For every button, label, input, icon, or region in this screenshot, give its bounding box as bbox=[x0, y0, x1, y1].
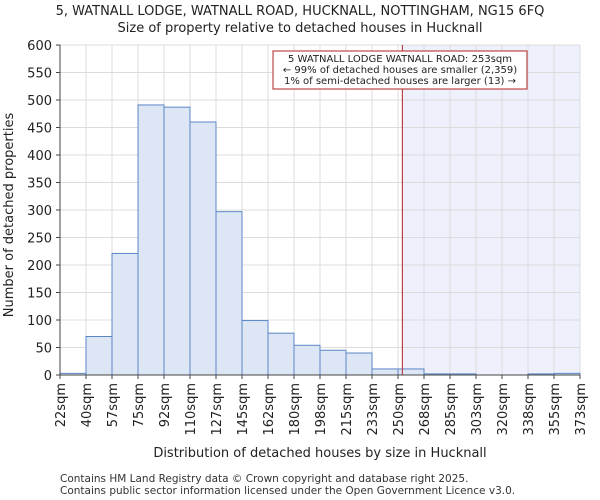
y-tick-label: 450 bbox=[27, 122, 52, 137]
bar bbox=[345, 352, 373, 376]
x-tick-label: 320sqm bbox=[496, 383, 511, 436]
x-tick-label: 127sqm bbox=[210, 383, 225, 436]
chart-subtitle: Size of property relative to detached ho… bbox=[117, 21, 483, 36]
x-tick-label: 285sqm bbox=[444, 383, 459, 436]
bar bbox=[293, 344, 321, 376]
bar bbox=[111, 252, 139, 376]
y-tick-label: 300 bbox=[27, 204, 52, 219]
x-tick-label: 233sqm bbox=[366, 383, 381, 436]
bar bbox=[85, 336, 113, 376]
bar bbox=[215, 211, 243, 376]
y-tick-label: 350 bbox=[27, 177, 52, 192]
y-tick-label: 550 bbox=[27, 67, 52, 82]
x-tick-label: 92sqm bbox=[158, 383, 173, 427]
y-tick-labels: 0 50 100 150 200 250 300 350 400 450 500 550 600 bbox=[27, 39, 60, 384]
bars bbox=[59, 104, 581, 376]
bar bbox=[241, 320, 269, 376]
x-tick-label: 40sqm bbox=[80, 383, 95, 427]
annotation-line-3: 1% of semi-detached houses are larger (1… bbox=[284, 76, 516, 87]
x-tick-label: 338sqm bbox=[522, 383, 537, 436]
footer-line-1: Contains HM Land Registry data © Crown c… bbox=[60, 473, 469, 485]
x-tick-label: 250sqm bbox=[392, 383, 407, 436]
y-tick-label: 250 bbox=[27, 232, 52, 247]
bar bbox=[189, 121, 217, 376]
y-tick-label: 150 bbox=[27, 287, 52, 302]
annotation-box: 5 WATNALL LODGE WATNALL ROAD: 253sqm ← 9… bbox=[272, 50, 528, 90]
annotation-line-2: ← 99% of detached houses are smaller (2,… bbox=[283, 65, 517, 76]
x-tick-labels: 22sqm 40sqm 57sqm 75sqm 92sqm 110sqm 127sqm 145… bbox=[54, 375, 589, 436]
y-tick-label: 200 bbox=[27, 259, 52, 274]
y-tick-label: 50 bbox=[35, 342, 52, 357]
y-tick-label: 100 bbox=[27, 314, 52, 329]
x-tick-label: 162sqm bbox=[262, 383, 277, 436]
x-tick-label: 215sqm bbox=[340, 383, 355, 436]
x-tick-label: 180sqm bbox=[288, 383, 303, 436]
x-tick-label: 268sqm bbox=[418, 383, 433, 436]
bar bbox=[267, 332, 295, 376]
bar bbox=[371, 368, 399, 376]
bar bbox=[163, 106, 191, 376]
annotation-frame bbox=[272, 50, 528, 90]
x-axis-label: Distribution of detached houses by size … bbox=[153, 446, 486, 461]
y-tick-label: 500 bbox=[27, 94, 52, 109]
annotation-line-1: 5 WATNALL LODGE WATNALL ROAD: 253sqm bbox=[288, 54, 512, 65]
footer-line-2: Contains public sector information licen… bbox=[60, 485, 516, 497]
x-tick-label: 145sqm bbox=[236, 383, 251, 436]
x-tick-label: 22sqm bbox=[54, 383, 69, 427]
bar bbox=[319, 349, 347, 376]
y-tick-label: 400 bbox=[27, 149, 52, 164]
y-tick-label: 0 bbox=[44, 369, 52, 384]
y-tick-label: 600 bbox=[27, 39, 52, 54]
bar bbox=[137, 104, 165, 376]
y-axis-label: Number of detached properties bbox=[2, 113, 17, 318]
x-tick-label: 110sqm bbox=[184, 383, 199, 436]
x-tick-label: 75sqm bbox=[132, 383, 147, 427]
x-tick-label: 57sqm bbox=[106, 383, 121, 427]
x-tick-label: 303sqm bbox=[470, 383, 485, 436]
x-tick-label: 198sqm bbox=[314, 383, 329, 436]
x-tick-label: 373sqm bbox=[574, 383, 589, 436]
chart-title: 5, WATNALL LODGE, WATNALL ROAD, HUCKNALL… bbox=[55, 4, 545, 19]
x-tick-label: 355sqm bbox=[548, 383, 563, 436]
